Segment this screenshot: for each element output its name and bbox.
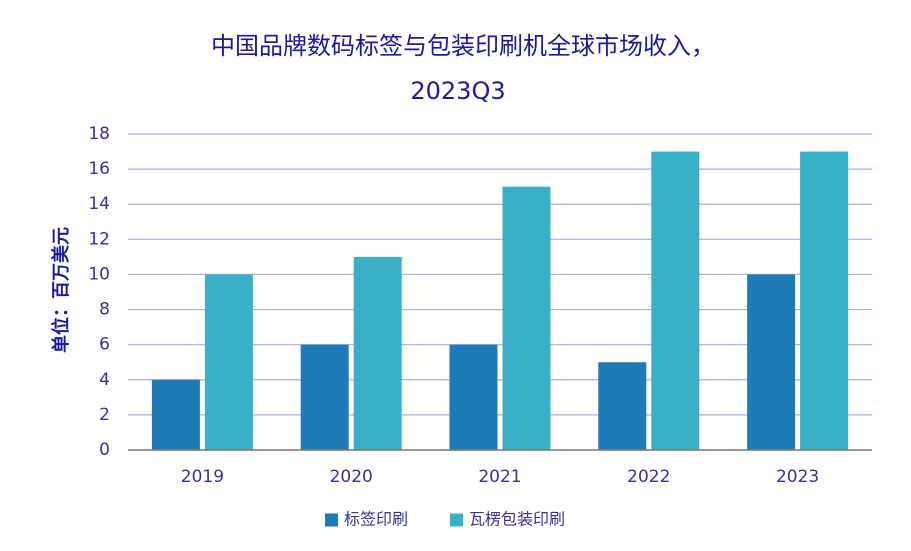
bar-corrugated-printing-2023 (800, 151, 849, 451)
legend-label: 瓦楞包装印刷 (469, 510, 565, 529)
y-tick-label: 6 (99, 335, 110, 355)
y-tick-label: 12 (88, 229, 110, 249)
x-tick-label: 2022 (627, 467, 670, 487)
bar-label-printing-2019 (151, 379, 200, 450)
y-axis-label: 单位：百万美元 (50, 227, 72, 353)
bar-corrugated-printing-2019 (204, 274, 253, 450)
y-tick-label: 4 (99, 370, 110, 390)
legend: 标签印刷 瓦楞包装印刷 (325, 510, 565, 529)
y-tick-label: 16 (88, 159, 110, 179)
y-tick-label: 14 (88, 194, 110, 214)
chart-title-line-1: 中国品牌数码标签与包装印刷机全球市场收入， (211, 32, 715, 60)
bar-label-printing-2022 (598, 362, 647, 450)
y-axis-label-group: 单位：百万美元 (50, 227, 72, 353)
y-tick-label: 18 (88, 124, 110, 144)
x-tick-label: 2019 (181, 467, 224, 487)
y-tick-label: 2 (99, 405, 110, 425)
bar-corrugated-printing-2020 (353, 256, 402, 450)
chart-title-line-2: 2023Q3 (410, 77, 505, 105)
bars: 2019 2020 2021 2022 2023 (151, 151, 849, 487)
x-tick-label: 2023 (776, 467, 819, 487)
bar-corrugated-printing-2022 (651, 151, 700, 451)
y-tick-label: 0 (99, 440, 110, 460)
x-tick-label: 2021 (478, 467, 521, 487)
y-tick-label: 8 (99, 300, 110, 320)
y-tick-label: 10 (88, 264, 110, 284)
bar-corrugated-printing-2021 (502, 186, 551, 450)
bar-label-printing-2021 (449, 344, 498, 450)
bar-label-printing-2023 (747, 274, 796, 450)
legend-swatch (450, 513, 463, 527)
legend-label: 标签印刷 (344, 510, 408, 529)
x-tick-label: 2020 (330, 467, 373, 487)
legend-swatch (325, 513, 338, 527)
bar-label-printing-2020 (300, 344, 349, 450)
